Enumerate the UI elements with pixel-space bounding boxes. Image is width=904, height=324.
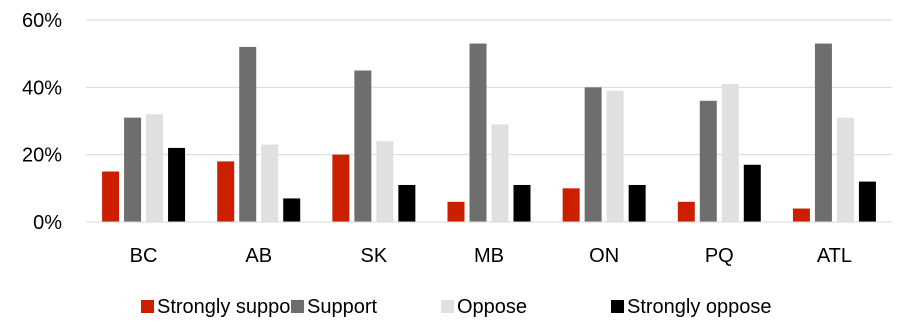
legend-label: Strongly support: [157, 296, 303, 318]
bar-atl-oppose: [836, 117, 854, 222]
bar-ab-support: [239, 46, 257, 222]
x-category-label: MB: [474, 245, 504, 267]
y-tick-label: 60%: [22, 10, 62, 32]
bar-ab-oppose: [261, 144, 279, 222]
bar-mb-support: [469, 43, 487, 222]
y-tick-label: 0%: [33, 212, 62, 234]
legend-swatch: [441, 300, 454, 313]
bar-sk-support: [354, 70, 372, 222]
legend-label: Strongly oppose: [627, 296, 772, 318]
legend-swatch: [611, 300, 624, 313]
bar-mb-oppose: [491, 124, 509, 222]
bar-on-oppose: [606, 90, 624, 222]
bar-mb-strongly-support: [447, 201, 465, 222]
bar-bc-support: [124, 117, 142, 222]
bar-bc-oppose: [146, 114, 164, 222]
bar-bc-strongly-support: [102, 171, 120, 222]
y-tick-label: 20%: [22, 145, 62, 167]
y-axis-ticks: 0% 20% 40% 60%: [22, 10, 62, 234]
gridlines: [86, 19, 892, 156]
x-axis-categories: BC AB SK MB ON PQ ATL: [130, 245, 852, 267]
bar-ab-strongly-oppose: [283, 198, 301, 222]
legend-label: Support: [307, 296, 377, 318]
x-category-label: ATL: [817, 245, 852, 267]
x-category-label: ON: [589, 245, 619, 267]
x-category-label: PQ: [705, 245, 734, 267]
x-category-label: BC: [130, 245, 158, 267]
y-tick-label: 40%: [22, 77, 62, 99]
bar-ab-strongly-support: [217, 161, 235, 222]
bar-mb-strongly-oppose: [513, 184, 531, 222]
bar-sk-strongly-support: [332, 154, 350, 222]
bar-pq-oppose: [721, 83, 739, 222]
bar-pq-strongly-support: [677, 201, 695, 222]
bar-sk-oppose: [376, 141, 394, 222]
bar-pq-strongly-oppose: [743, 164, 761, 222]
legend-swatch: [291, 300, 304, 313]
bar-atl-strongly-support: [792, 208, 810, 222]
legend-label: Oppose: [457, 296, 527, 318]
bar-on-support: [584, 87, 602, 222]
bars: [102, 43, 876, 222]
legend-swatch: [141, 300, 154, 313]
bar-atl-support: [814, 43, 832, 222]
legend: Strongly support Support Oppose Strongly op…: [141, 296, 772, 318]
bar-atl-strongly-oppose: [858, 181, 876, 222]
x-category-label: AB: [245, 245, 272, 267]
x-category-label: SK: [361, 245, 388, 267]
bar-sk-strongly-oppose: [398, 184, 416, 222]
bar-on-strongly-oppose: [628, 184, 646, 222]
bar-bc-strongly-oppose: [168, 147, 186, 222]
bar-pq-support: [699, 100, 717, 222]
bar-on-strongly-support: [562, 188, 580, 222]
